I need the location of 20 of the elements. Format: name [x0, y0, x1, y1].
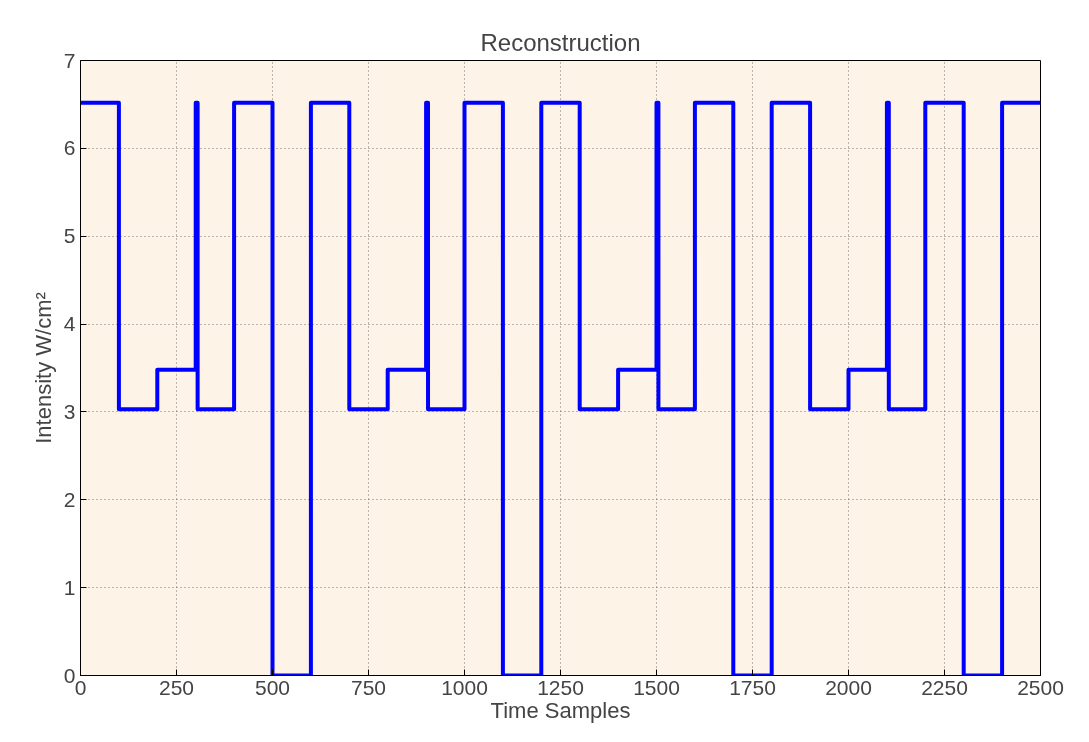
x-tick-label: 500 — [254, 675, 291, 699]
y-tick-label: 6 — [63, 136, 76, 160]
y-tick-label: 4 — [63, 312, 76, 336]
x-tick-label: 2500 — [1017, 675, 1064, 699]
x-axis-title: Time Samples — [490, 697, 631, 723]
y-axis-title: Intensity W/cm² — [30, 292, 56, 444]
chart-title: Reconstruction — [480, 28, 641, 56]
y-tick-label: 2 — [63, 487, 76, 511]
x-tick-label: 2250 — [921, 675, 968, 699]
x-tick-label: 250 — [158, 675, 195, 699]
x-tick-label: 2000 — [825, 675, 872, 699]
y-tick-label: 1 — [63, 575, 76, 599]
y-tick-label: 7 — [63, 48, 76, 72]
x-tick-label: 750 — [350, 675, 387, 699]
x-tick-label: 1750 — [729, 675, 776, 699]
x-tick-label: 1000 — [441, 675, 488, 699]
y-tick-label: 3 — [63, 399, 76, 423]
x-tick-label: 1500 — [633, 675, 680, 699]
y-tick-label: 5 — [63, 224, 76, 248]
x-tick-label: 1250 — [537, 675, 584, 699]
